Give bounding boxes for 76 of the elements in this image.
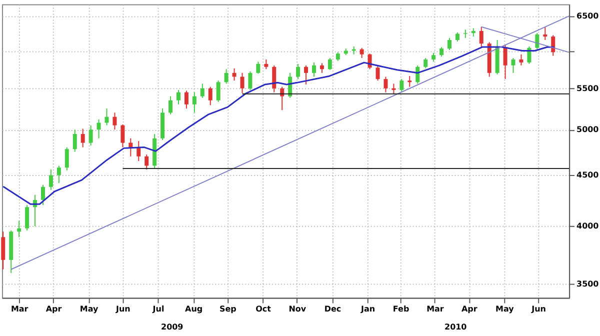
y-tick-label: 4000	[576, 222, 600, 231]
candlestick	[447, 37, 452, 51]
candlestick	[208, 86, 212, 106]
candlestick	[384, 76, 388, 93]
candlestick	[264, 58, 268, 70]
y-tick-label: 5500	[576, 84, 600, 93]
candlestick	[120, 124, 125, 148]
candlestick	[304, 64, 308, 85]
candlestick	[176, 89, 180, 105]
candlestick	[248, 70, 252, 90]
candlestick	[168, 96, 173, 115]
candlestick	[80, 128, 85, 148]
candlestick	[551, 34, 556, 56]
candlestick	[463, 29, 468, 38]
x-tick-label: Apr	[46, 304, 62, 314]
candlestick	[376, 64, 380, 82]
x-tick-label: Sep	[220, 304, 237, 314]
candlestick	[56, 165, 61, 184]
candlestick	[511, 58, 516, 74]
candlestick	[184, 90, 188, 110]
candlestick	[200, 83, 204, 98]
x-tick-label: Nov	[288, 304, 307, 314]
candlestick	[104, 108, 109, 126]
candlestick	[503, 44, 508, 80]
candlestick	[72, 129, 77, 152]
candlestick	[88, 124, 93, 146]
x-tick-label: Jun	[115, 304, 131, 314]
candlestick	[272, 64, 276, 93]
x-tick-label: May	[496, 304, 515, 314]
candlestick	[48, 168, 53, 190]
candlestick	[232, 68, 236, 82]
candlestick	[216, 80, 220, 102]
candlestick	[360, 47, 364, 58]
candlestick	[535, 32, 540, 50]
x-tick-label: Dec	[324, 304, 342, 314]
candlestick	[112, 112, 117, 130]
candlestick	[25, 204, 30, 232]
x-tick-label: May	[80, 304, 99, 314]
x-tick-label: Feb	[392, 304, 410, 314]
candlestick	[392, 83, 396, 94]
text: 2009	[161, 322, 184, 332]
candlestick	[312, 62, 316, 78]
candlestick	[1, 231, 6, 270]
candlestick	[543, 26, 548, 41]
candlestick	[192, 92, 196, 114]
candlestick	[328, 58, 332, 70]
candlestick	[256, 61, 260, 74]
candlestick	[240, 72, 244, 94]
x-tick-label: Jun	[530, 304, 546, 314]
candlestick	[64, 146, 69, 171]
x-tick-label: Oct	[256, 304, 272, 314]
candlestick	[320, 62, 324, 74]
x-tick-label: Jan	[360, 304, 376, 314]
candlestick	[17, 220, 22, 238]
y-tick-label: 5000	[576, 125, 600, 134]
candlestick	[479, 26, 484, 48]
x-tick-label: Jul	[152, 304, 164, 314]
candlestick	[455, 32, 460, 42]
x-tick-label: Aug	[185, 304, 203, 314]
candlestick	[519, 54, 524, 66]
x-tick-label: Mar	[10, 304, 28, 314]
x-tick-label: Apr	[461, 304, 478, 314]
candlestick	[400, 78, 404, 92]
text: 2010	[444, 322, 468, 332]
y-tick-label: 3500	[576, 279, 600, 288]
candlestick	[40, 184, 45, 206]
y-tick-label: 4500	[576, 170, 600, 180]
candlestick	[408, 75, 412, 88]
candlestick	[96, 118, 101, 139]
candlestick	[424, 58, 428, 69]
candlestick	[144, 154, 149, 170]
x-tick-label: Mar	[426, 304, 444, 314]
candlestick	[224, 68, 228, 84]
y-tick-label: 6500	[576, 12, 600, 21]
candlestick	[440, 46, 444, 58]
candlestick	[296, 63, 300, 80]
